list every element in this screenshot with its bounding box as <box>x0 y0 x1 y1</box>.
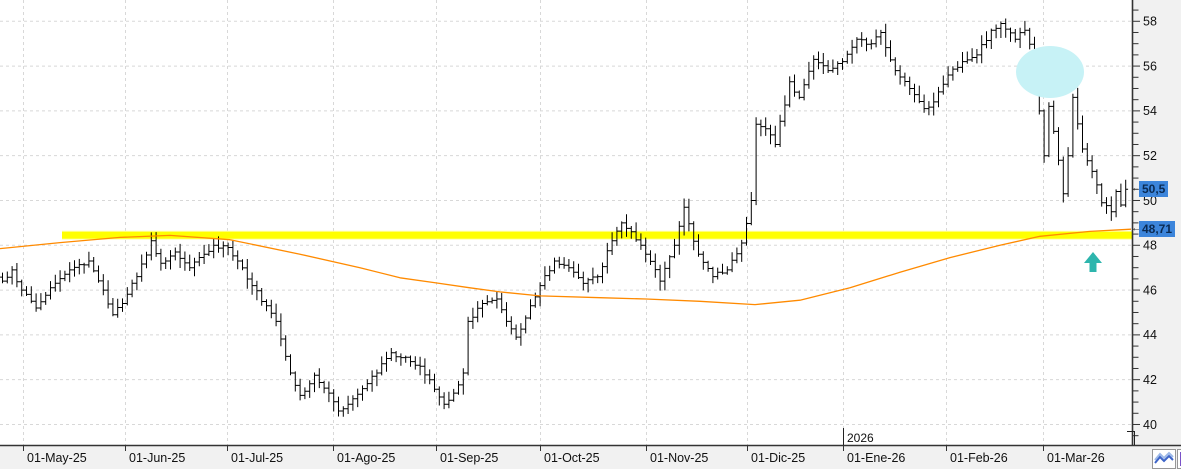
time-axis-label: 01-May-25 <box>27 451 87 465</box>
gridlines <box>0 0 1132 445</box>
price-axis-label: 40 <box>1143 418 1157 432</box>
ohlc-bars <box>0 18 1129 417</box>
zigzag-lines-icon <box>1154 451 1174 464</box>
highlight-ellipse-annotation[interactable] <box>1016 46 1084 98</box>
moving-average-path <box>0 228 1132 306</box>
last-price-tag: 50,5 <box>1139 181 1169 198</box>
time-axis-label: 01-Dic-25 <box>751 451 805 465</box>
time-axis-label: 01-Jun-25 <box>129 451 185 465</box>
ma-value-arrow-icon: ← <box>1131 222 1142 235</box>
time-axis-strip[interactable] <box>0 446 1181 469</box>
time-axis-label: 01-Oct-25 <box>544 451 600 465</box>
zigzag-lines-button[interactable] <box>1152 449 1176 469</box>
axis-end-cap <box>1127 431 1135 445</box>
price-axis-label: 54 <box>1143 104 1157 118</box>
price-axis-label: 48 <box>1143 239 1157 253</box>
yellow-line-core <box>62 231 1132 239</box>
moving-average-line[interactable] <box>0 228 1132 306</box>
drawing-annotations[interactable] <box>1016 46 1102 272</box>
time-axis-label: 01-Ene-26 <box>847 451 905 465</box>
time-axis-label: 01-Sep-25 <box>440 451 498 465</box>
time-axis-label: 01-Mar-26 <box>1047 451 1105 465</box>
time-axis-label: 01-Feb-26 <box>950 451 1008 465</box>
year-label: 2026 <box>847 431 874 445</box>
time-axis-label: 01-Nov-25 <box>650 451 708 465</box>
price-axis-label: 52 <box>1143 149 1157 163</box>
ma-value-tag: 48,71 <box>1139 221 1176 238</box>
clipped-edge-button[interactable] <box>1177 449 1181 469</box>
price-axis-label: 56 <box>1143 59 1157 73</box>
price-axis-label: 46 <box>1143 283 1157 297</box>
price-axis-label: 42 <box>1143 373 1157 387</box>
time-axis-label: 01-Jul-25 <box>231 451 283 465</box>
price-axis-label: 50 <box>1143 194 1157 208</box>
price-axis-label: 44 <box>1143 328 1157 342</box>
up-arrow-annotation[interactable] <box>1084 252 1102 272</box>
yellow-support-line[interactable] <box>62 230 1132 240</box>
time-axis-label: 01-Ago-25 <box>337 451 395 465</box>
ohlc-bar-series <box>0 18 1129 417</box>
price-axis-label: 58 <box>1143 15 1157 29</box>
last-price-arrow-icon: ← <box>1131 182 1142 195</box>
